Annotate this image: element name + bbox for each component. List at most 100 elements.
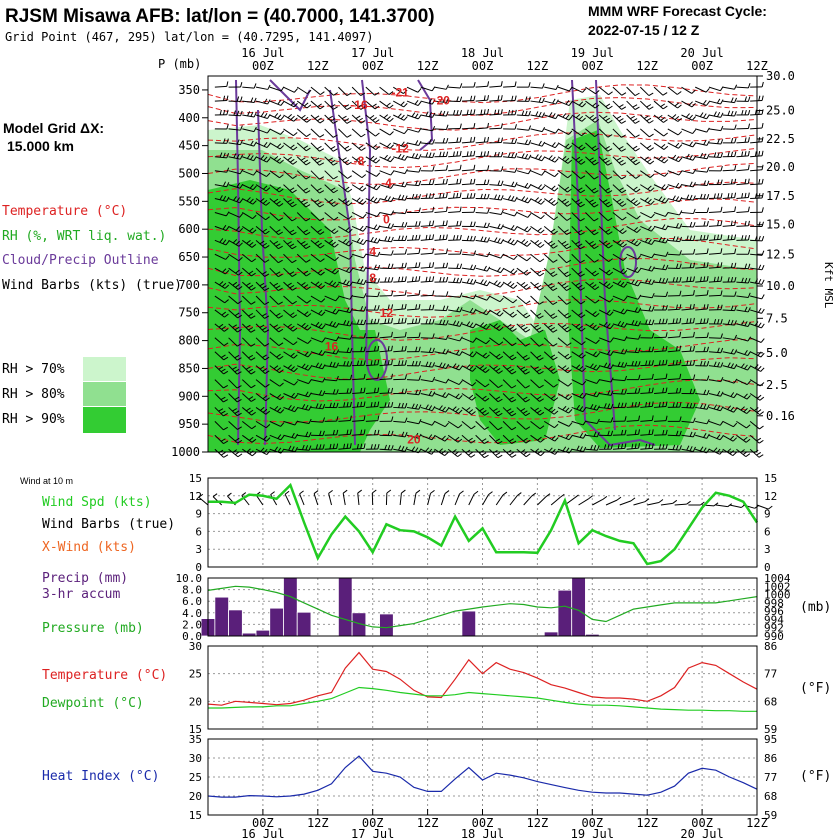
wind-barb xyxy=(420,390,436,397)
wind-barb xyxy=(695,86,710,93)
wind-barb xyxy=(626,212,641,220)
wind-barb xyxy=(557,100,573,107)
time-tick-label: 00Z xyxy=(691,59,713,73)
wind-barb xyxy=(241,351,256,361)
wind-barb xyxy=(530,83,545,89)
wind-barb xyxy=(489,123,503,130)
wind-barb xyxy=(708,179,723,186)
wind-barb xyxy=(365,345,380,353)
precip-accum-label: 3-hr accum xyxy=(42,587,120,602)
wind-barb xyxy=(502,281,518,289)
wind-barb xyxy=(310,309,326,316)
wind-barb xyxy=(324,86,339,96)
wind-barb xyxy=(585,391,601,398)
wind-barb xyxy=(489,151,504,158)
wind-barb xyxy=(626,347,641,354)
wind-barb xyxy=(324,142,338,152)
wind-barb xyxy=(557,323,572,333)
wind-barb xyxy=(530,184,546,191)
wind-barb xyxy=(503,109,517,116)
wind-barb xyxy=(502,224,518,231)
wind-barb xyxy=(393,194,408,201)
wind-barb xyxy=(489,337,504,346)
wind-barb xyxy=(736,249,751,255)
wind-barb xyxy=(283,212,297,222)
wind-barb xyxy=(736,192,750,200)
wind-barb xyxy=(516,239,532,247)
day-label: 18 Jul xyxy=(461,46,504,60)
wind-barb xyxy=(447,393,463,400)
wind-barb xyxy=(351,142,366,151)
wind-barb xyxy=(708,193,723,200)
wind-barb xyxy=(475,322,491,330)
wind-barb xyxy=(544,155,559,163)
wind-barb xyxy=(297,444,312,451)
y-tick-label: 0.0 xyxy=(182,630,202,643)
wind-barb xyxy=(283,281,297,291)
wind-barb xyxy=(475,309,491,316)
wind-barb xyxy=(214,309,229,318)
wind-barb xyxy=(420,179,435,186)
wind-barb xyxy=(667,170,683,176)
day-label: 19 Jul xyxy=(571,827,614,840)
wind-barb xyxy=(571,198,585,208)
wind-barb xyxy=(242,434,257,443)
wind-barb xyxy=(667,416,682,422)
wind-barb xyxy=(695,360,710,367)
wind-barb xyxy=(393,181,408,188)
wind-barb xyxy=(502,421,517,431)
wind-barb xyxy=(640,387,654,395)
wind-barb xyxy=(434,348,449,355)
wind-barb xyxy=(626,114,640,124)
wind-barb xyxy=(448,192,462,200)
precip-label: Precip (mm) xyxy=(42,571,128,586)
y-tick-label: 20 xyxy=(189,790,202,803)
cloud-outline-cell2 xyxy=(366,339,388,381)
wind-barb xyxy=(722,262,737,269)
y-tick-label-right: 1000 xyxy=(764,589,791,602)
wind-barb xyxy=(502,181,518,188)
wind-barb xyxy=(544,128,559,134)
wind-barb xyxy=(324,402,339,409)
surface-wind-barb xyxy=(255,491,264,506)
wind-barb xyxy=(255,434,271,442)
wind-barb xyxy=(448,249,462,255)
wind-barb xyxy=(379,444,394,451)
wind-barb xyxy=(296,295,312,304)
wind-barb xyxy=(681,262,696,269)
wind-barb xyxy=(379,236,394,243)
wind-barb xyxy=(296,351,312,358)
wind-barb xyxy=(269,351,284,360)
wind-barb xyxy=(310,100,325,110)
wind-barb xyxy=(420,290,435,297)
wind-barb xyxy=(434,206,448,213)
wind-barb xyxy=(269,99,285,106)
wind-barb xyxy=(640,346,655,353)
wind-barb xyxy=(228,434,243,444)
wind-barb xyxy=(639,86,654,96)
precip-bar xyxy=(214,596,229,637)
wind-barb xyxy=(461,122,476,130)
wind-barb xyxy=(626,100,640,110)
wind-barb xyxy=(695,112,710,120)
wind-barb xyxy=(393,153,408,161)
wind-barb xyxy=(571,226,585,236)
wind-barb xyxy=(406,127,422,133)
wind-barb xyxy=(653,264,669,271)
wind-barb xyxy=(434,392,450,399)
wind-barb xyxy=(557,434,573,441)
wind-barb xyxy=(708,290,723,297)
wind-barb xyxy=(571,142,586,151)
surface-wind-barb xyxy=(299,490,305,506)
wind-barb xyxy=(475,434,489,445)
wind-barb xyxy=(530,379,544,389)
wind-barb xyxy=(736,406,751,414)
wind-barb xyxy=(695,234,709,241)
wind-barb xyxy=(557,239,572,250)
wind-barb xyxy=(489,421,503,431)
cloud-outline-right xyxy=(571,79,656,447)
wind-barb xyxy=(269,212,284,221)
wind-barb xyxy=(241,379,256,389)
wind-barb xyxy=(736,363,751,371)
wind-barb xyxy=(420,276,435,283)
